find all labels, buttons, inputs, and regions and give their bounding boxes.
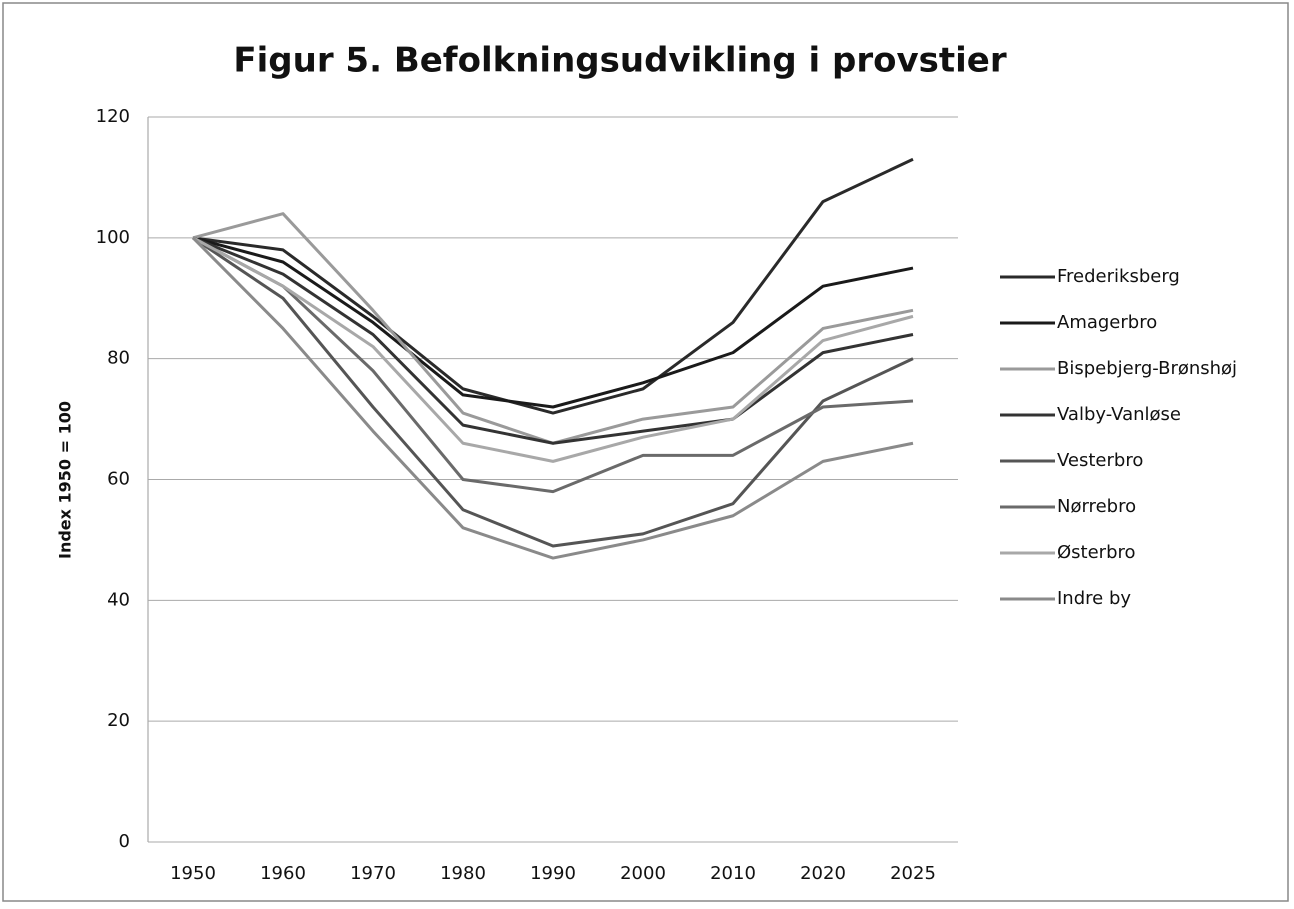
series-line xyxy=(192,236,914,409)
legend-label: Indre by xyxy=(1057,588,1131,609)
x-tick-label: 2000 xyxy=(620,863,666,884)
y-tick-label: 80 xyxy=(107,348,130,369)
series-line xyxy=(192,157,914,415)
series-line xyxy=(192,236,914,494)
y-tick-label: 40 xyxy=(107,589,130,610)
x-tick-label: 2020 xyxy=(800,863,846,884)
x-tick-label: 1990 xyxy=(530,863,576,884)
y-tick-label: 120 xyxy=(96,106,130,127)
x-tick-label: 1950 xyxy=(170,863,216,884)
x-tick-label: 1980 xyxy=(440,863,486,884)
y-tick-label: 20 xyxy=(107,710,130,731)
series-line xyxy=(191,236,914,560)
legend-label: Vesterbro xyxy=(1057,450,1143,471)
legend-label: Nørrebro xyxy=(1057,496,1136,517)
y-axis-label: Index 1950 = 100 xyxy=(56,401,75,559)
series-line xyxy=(192,236,914,548)
series-line xyxy=(192,236,914,445)
legend-label: Frederiksberg xyxy=(1057,266,1180,287)
legend-label: Bispebjerg-Brønshøj xyxy=(1057,358,1237,379)
legend-label: Østerbro xyxy=(1057,542,1136,563)
x-tick-label: 2025 xyxy=(890,863,936,884)
chart-title: Figur 5. Befolkningsudvikling i provstie… xyxy=(233,41,1006,81)
y-tick-label: 100 xyxy=(96,227,130,248)
legend-label: Valby-Vanløse xyxy=(1057,404,1181,425)
legend-label: Amagerbro xyxy=(1057,312,1157,333)
x-tick-label: 2010 xyxy=(710,863,756,884)
x-tick-label: 1970 xyxy=(350,863,396,884)
y-tick-label: 60 xyxy=(107,469,130,490)
x-tick-label: 1960 xyxy=(260,863,306,884)
y-tick-label: 0 xyxy=(119,831,130,852)
series-line xyxy=(192,236,914,463)
